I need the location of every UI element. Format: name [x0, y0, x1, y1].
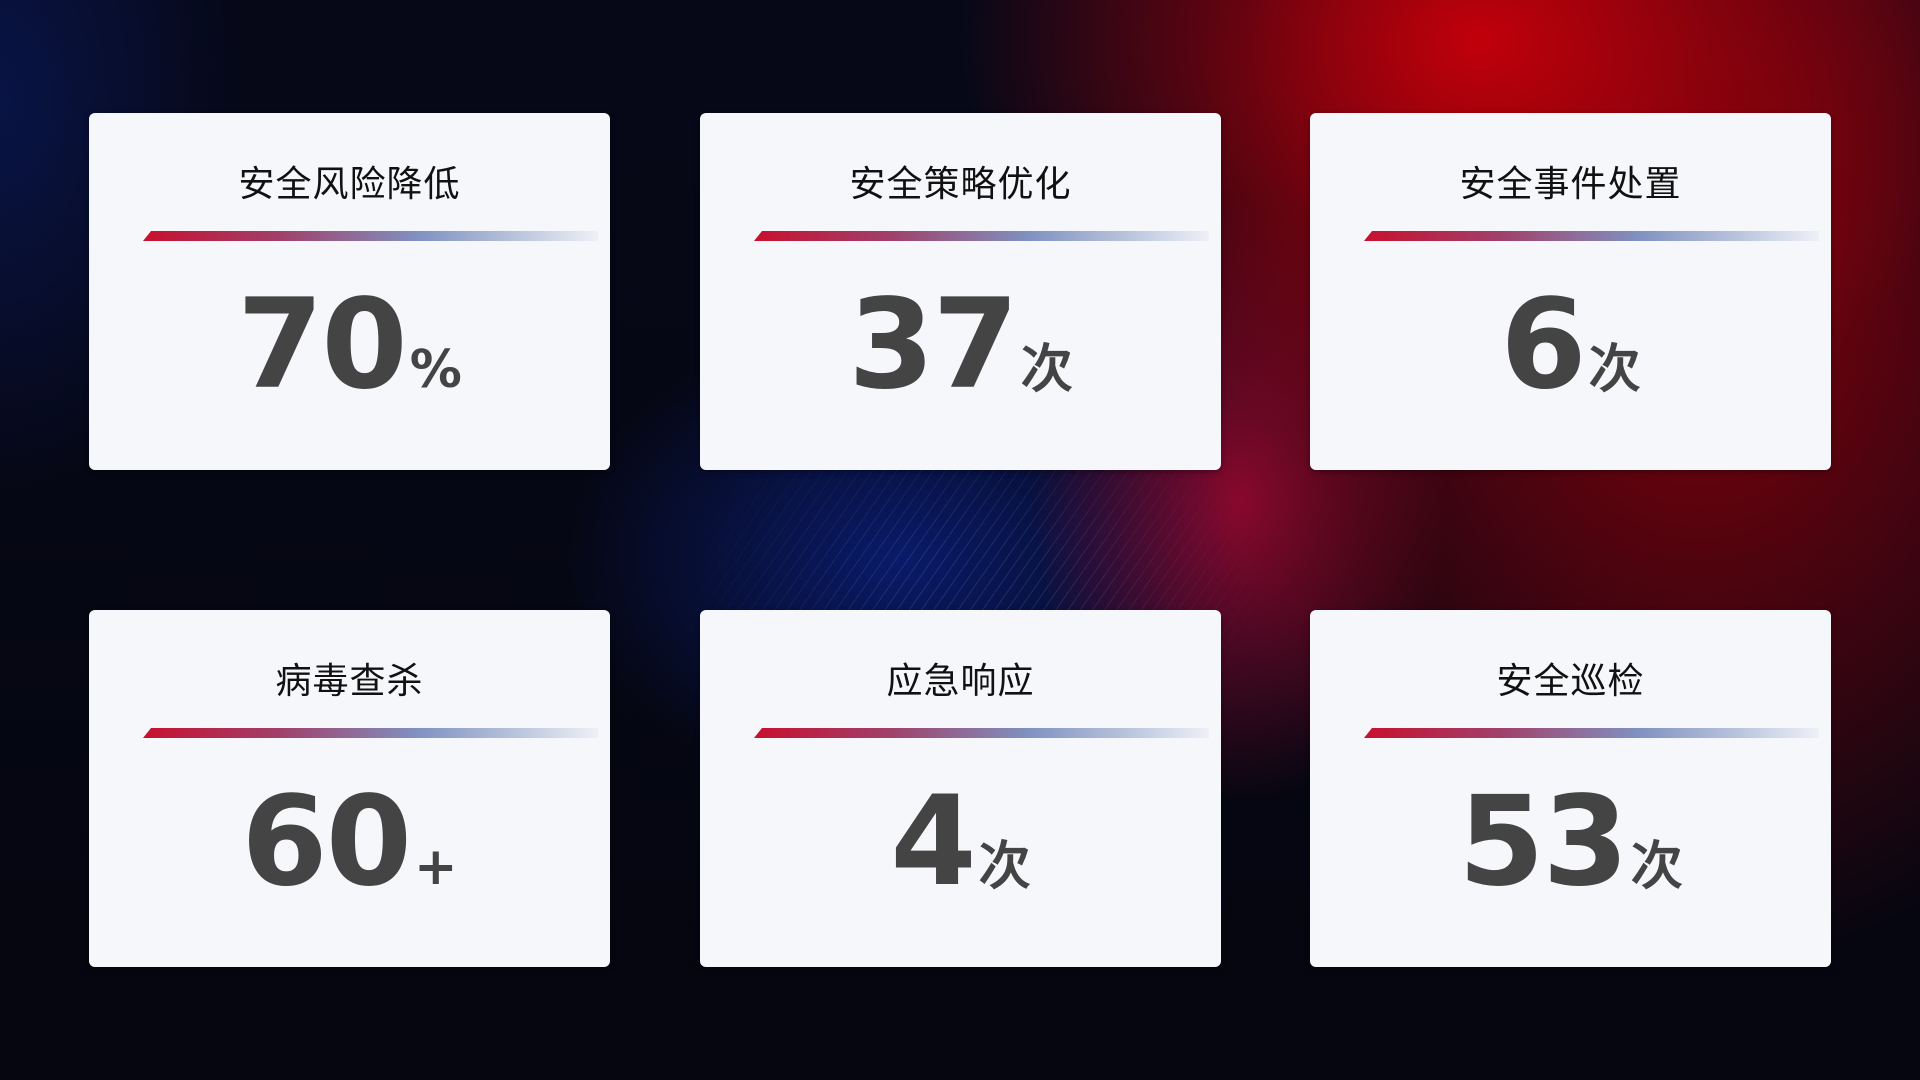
- card-value: 37次: [700, 273, 1221, 417]
- card-value: 6次: [1310, 273, 1831, 417]
- value-number: 53: [1458, 770, 1629, 914]
- card-title: 病毒查杀: [275, 661, 424, 702]
- value-unit: 次: [1588, 340, 1641, 400]
- value-unit: 次: [1630, 837, 1683, 897]
- value-number: 60: [241, 770, 412, 914]
- card-title: 安全巡检: [1496, 661, 1645, 702]
- stat-card-virus-removal: 病毒查杀 60+: [89, 610, 610, 967]
- stat-card-risk-reduction: 安全风险降低 70%: [89, 113, 610, 470]
- card-divider: [754, 231, 1209, 241]
- value-number: 37: [848, 273, 1019, 417]
- stat-card-security-inspection: 安全巡检 53次: [1310, 610, 1831, 967]
- card-divider: [143, 728, 598, 738]
- stat-card-emergency-response: 应急响应 4次: [700, 610, 1221, 967]
- card-divider: [1364, 231, 1819, 241]
- card-value: 53次: [1310, 770, 1831, 914]
- value-unit: %: [409, 340, 462, 400]
- card-title: 安全策略优化: [849, 164, 1072, 205]
- value-unit: 次: [1020, 340, 1073, 400]
- stat-card-incident-handling: 安全事件处置 6次: [1310, 113, 1831, 470]
- value-unit: 次: [978, 837, 1031, 897]
- card-value: 4次: [700, 770, 1221, 914]
- value-unit: +: [413, 837, 458, 897]
- value-number: 6: [1500, 273, 1586, 417]
- card-divider: [143, 231, 598, 241]
- value-number: 70: [237, 273, 408, 417]
- card-title: 安全事件处置: [1459, 164, 1682, 205]
- card-divider: [1364, 728, 1819, 738]
- stat-card-policy-optimization: 安全策略优化 37次: [700, 113, 1221, 470]
- card-title: 安全风险降低: [238, 164, 461, 205]
- card-value: 70%: [89, 273, 610, 417]
- value-number: 4: [890, 770, 976, 914]
- card-title: 应急响应: [886, 661, 1035, 702]
- card-divider: [754, 728, 1209, 738]
- card-value: 60+: [89, 770, 610, 914]
